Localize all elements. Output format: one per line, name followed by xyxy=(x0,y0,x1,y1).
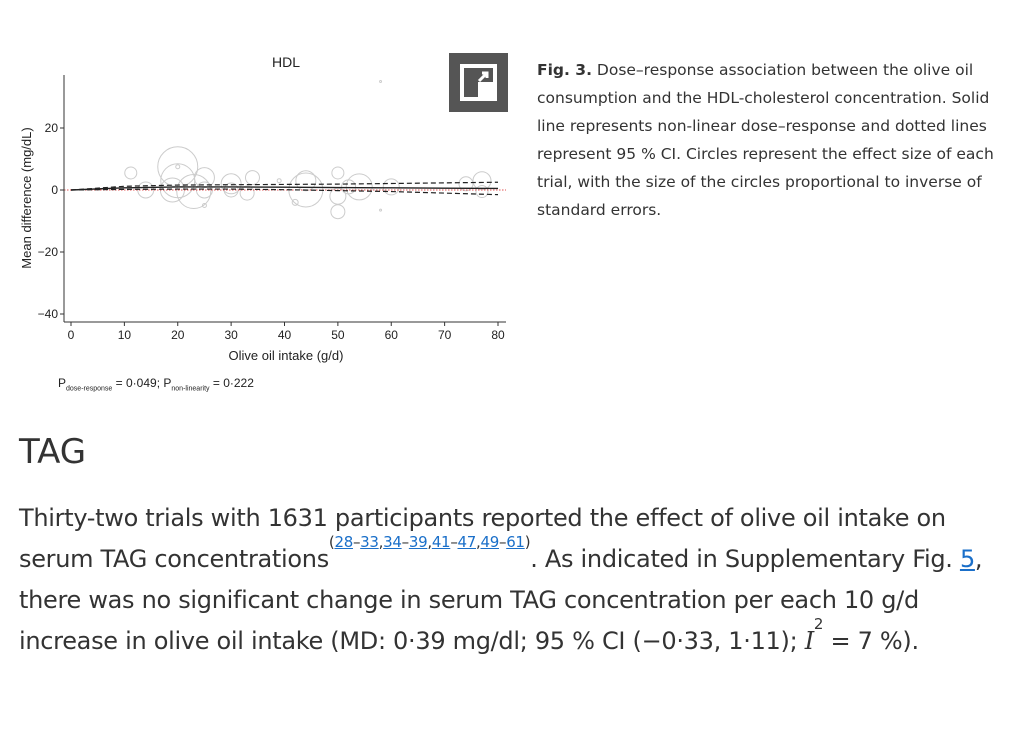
paragraph-text: Thirty-two trials with 1631 participants… xyxy=(19,504,946,573)
trial-circle xyxy=(379,208,383,212)
p-nonlin-value: = 0·222 xyxy=(209,376,254,390)
x-tick-label: 40 xyxy=(278,328,292,342)
reference-separator: ) xyxy=(524,533,531,551)
section-paragraph: Thirty-two trials with 1631 participants… xyxy=(19,498,1009,662)
x-tick-label: 0 xyxy=(68,328,75,342)
i-squared-exponent: 2 xyxy=(813,615,824,633)
y-tick-label: −20 xyxy=(38,245,59,259)
reference-separator: , xyxy=(427,533,432,551)
trial-circle xyxy=(295,170,317,192)
section-heading: TAG xyxy=(19,432,87,472)
paragraph-text: . As indicated in Supplementary Fig. xyxy=(530,545,960,573)
trial-circle xyxy=(382,178,400,196)
x-tick-label: 50 xyxy=(331,328,345,342)
i-squared-symbol: I xyxy=(804,627,814,655)
expand-figure-button[interactable] xyxy=(449,53,508,112)
reference-link[interactable]: 47 xyxy=(457,533,477,551)
reference-link[interactable]: 61 xyxy=(506,533,525,551)
trial-circle xyxy=(244,170,260,186)
x-axis-label: Olive oil intake (g/d) xyxy=(229,348,344,363)
trial-circle xyxy=(239,185,255,201)
trial-circle xyxy=(176,174,212,210)
trial-circle xyxy=(276,178,282,184)
trial-circle xyxy=(157,146,199,188)
reference-separator: – xyxy=(352,533,361,551)
p-dose-label: P xyxy=(58,376,67,390)
reference-separator: – xyxy=(450,533,458,551)
paragraph-text: = 7 %). xyxy=(823,627,919,655)
chart-title: HDL xyxy=(272,54,300,70)
x-tick-label: 10 xyxy=(118,328,132,342)
reference-link[interactable]: 39 xyxy=(408,533,428,551)
trial-circle xyxy=(475,185,489,199)
x-tick-label: 20 xyxy=(171,328,185,342)
trial-circle xyxy=(220,173,242,195)
figure-caption: Fig. 3. Dose–response association betwee… xyxy=(537,56,1007,224)
reference-link[interactable]: 49 xyxy=(480,533,499,551)
y-tick-label: 0 xyxy=(51,183,58,197)
y-tick-label: −40 xyxy=(38,307,59,321)
trial-circle xyxy=(291,198,299,206)
trial-circle xyxy=(472,171,492,191)
trial-circle xyxy=(124,166,138,180)
reference-separator: – xyxy=(401,533,410,551)
x-tick-label: 80 xyxy=(491,328,505,342)
reference-link[interactable]: 33 xyxy=(360,533,379,551)
caption-text: Dose–response association between the ol… xyxy=(537,61,994,219)
x-tick-label: 30 xyxy=(224,328,238,342)
trial-circle xyxy=(175,164,181,170)
p-dose-value: = 0·049; xyxy=(112,376,164,390)
caption-label: Fig. 3. xyxy=(537,61,592,79)
reference-citations: (28–33,34–39,41–47,49–61) xyxy=(328,533,531,551)
reference-link[interactable]: 34 xyxy=(383,533,402,551)
trial-circle xyxy=(193,167,215,189)
trial-circle xyxy=(137,181,155,199)
trial-circle xyxy=(331,166,345,180)
expand-icon xyxy=(460,64,497,101)
p-dose-sub: dose-response xyxy=(66,385,113,393)
ci-lower-line xyxy=(70,188,499,196)
y-axis-label: Mean difference (mg/dL) xyxy=(19,127,34,268)
reference-separator: , xyxy=(378,533,384,551)
trial-circle xyxy=(201,203,207,208)
x-tick-label: 70 xyxy=(438,328,452,342)
x-tick-label: 60 xyxy=(385,328,399,342)
p-nonlin-label: P xyxy=(163,376,172,390)
supplementary-fig-link[interactable]: 5 xyxy=(959,545,975,573)
trial-circle xyxy=(330,204,346,220)
p-nonlin-sub: non-linearity xyxy=(171,385,210,393)
reference-separator: ( xyxy=(328,533,335,551)
y-tick-label: 20 xyxy=(45,121,59,135)
reference-separator: – xyxy=(498,533,507,551)
fit-line xyxy=(70,186,499,191)
hdl-dose-response-chart: HDL 0 10 20 30 40 50 60 70 80 −40 −20 0 20 Olive oil… xyxy=(19,54,506,363)
paragraph-text: , there was no significant change in ser… xyxy=(19,545,983,655)
trial-circle xyxy=(458,176,474,192)
reference-link[interactable]: 28 xyxy=(334,533,353,551)
p-values: Pdose-response = 0·049; Pnon-linearity =… xyxy=(58,376,254,392)
reference-link[interactable]: 41 xyxy=(431,533,451,551)
reference-separator: , xyxy=(476,533,481,551)
trial-circle xyxy=(379,80,383,83)
ci-upper-line xyxy=(70,181,499,191)
